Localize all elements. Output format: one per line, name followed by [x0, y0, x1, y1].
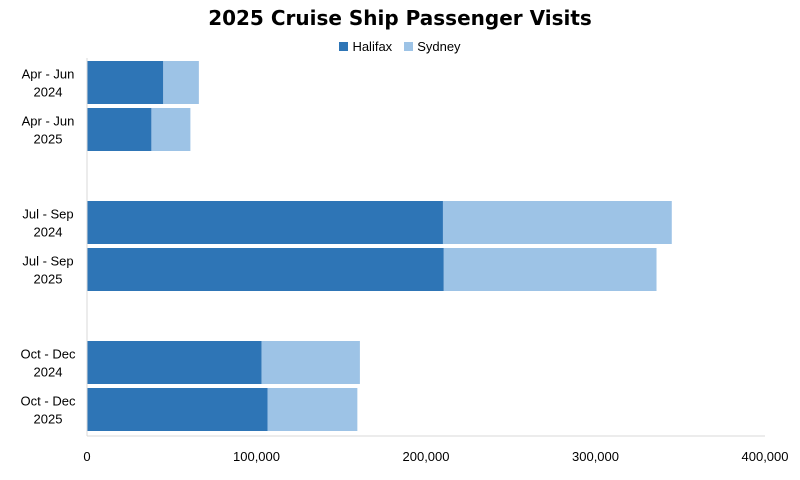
- legend-label-sydney: Sydney: [417, 39, 461, 54]
- category-label-2: Jul - Sep 2024: [22, 207, 73, 240]
- chart-title: 2025 Cruise Ship Passenger Visits: [208, 6, 592, 30]
- bar-halifax-5: [87, 388, 268, 431]
- x-tick-label-0: 0: [83, 449, 90, 464]
- bar-halifax-3: [87, 248, 444, 291]
- bar-halifax-0: [87, 61, 164, 104]
- x-tick-label-4: 400,000: [742, 449, 789, 464]
- bar-sydney-1: [151, 108, 191, 151]
- bar-sydney-0: [163, 61, 199, 104]
- legend-item-sydney: Sydney: [404, 39, 461, 54]
- bar-sydney-5: [267, 388, 358, 431]
- x-tick-label-2: 200,000: [403, 449, 450, 464]
- bar-halifax-2: [87, 201, 443, 244]
- bar-sydney-4: [261, 341, 360, 384]
- x-tick-label-3: 300,000: [572, 449, 619, 464]
- category-label-1: Apr - Jun 2025: [22, 114, 75, 147]
- legend-label-halifax: Halifax: [352, 39, 393, 54]
- legend-swatch-sydney: [404, 42, 414, 51]
- category-label-3: Jul - Sep 2025: [22, 254, 73, 287]
- category-label-5: Oct - Dec 2025: [21, 394, 76, 427]
- bar-sydney-2: [442, 201, 672, 244]
- legend-item-halifax: Halifax: [339, 39, 392, 54]
- legend: Halifax Sydney: [0, 39, 800, 54]
- category-label-4: Oct - Dec 2024: [21, 347, 76, 380]
- legend-swatch-halifax: [339, 42, 349, 51]
- bar-halifax-4: [87, 341, 262, 384]
- x-tick-label-1: 100,000: [233, 449, 280, 464]
- bar-halifax-1: [87, 108, 152, 151]
- bar-sydney-3: [443, 248, 657, 291]
- category-label-0: Apr - Jun 2024: [22, 67, 75, 100]
